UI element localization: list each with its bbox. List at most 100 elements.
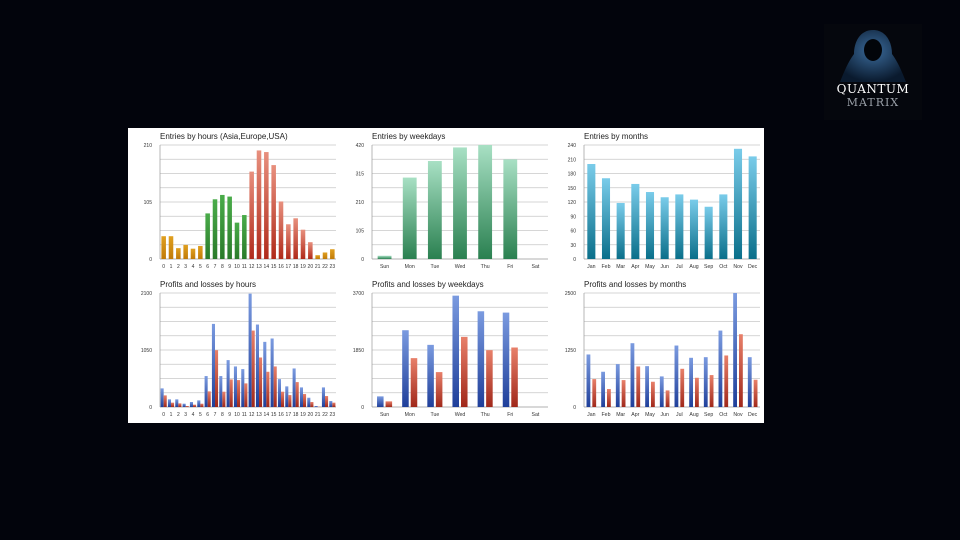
bar-loss-Dec bbox=[753, 379, 758, 407]
bar-loss-0 bbox=[163, 395, 167, 407]
y-tick-label: 420 bbox=[356, 143, 365, 149]
x-tick-label: Feb bbox=[602, 412, 611, 418]
bar-9 bbox=[227, 196, 232, 259]
x-tick-label: May bbox=[645, 412, 655, 418]
bar-profit-Oct bbox=[718, 330, 723, 407]
y-tick-label: 105 bbox=[356, 229, 365, 235]
x-tick-label: Jan bbox=[587, 412, 595, 418]
x-tick-label: 16 bbox=[278, 264, 284, 270]
x-tick-label: 1 bbox=[170, 264, 173, 270]
bar-loss-Sep bbox=[709, 375, 714, 407]
bar-loss-4 bbox=[193, 404, 197, 407]
bar-loss-16 bbox=[281, 391, 285, 407]
bar-May bbox=[645, 192, 655, 259]
bar-loss-Thu bbox=[486, 350, 493, 407]
x-tick-label: 10 bbox=[234, 412, 240, 418]
bar-Jun bbox=[660, 197, 669, 259]
chart-title: Entries by hours (Asia,Europe,USA) bbox=[160, 132, 288, 141]
bar-15 bbox=[271, 165, 276, 259]
bar-loss-Apr bbox=[636, 366, 641, 407]
bar-8 bbox=[220, 194, 225, 259]
bar-profit-16 bbox=[277, 379, 281, 407]
x-tick-label: 22 bbox=[322, 412, 328, 418]
x-tick-label: 12 bbox=[249, 264, 255, 270]
x-tick-label: 6 bbox=[206, 412, 209, 418]
y-tick-label: 0 bbox=[573, 405, 576, 411]
x-tick-label: Fri bbox=[507, 412, 513, 418]
y-tick-label: 0 bbox=[573, 257, 576, 263]
chart-pl-weekdays: Profits and losses by weekdays 0 1850 3700 S… bbox=[340, 276, 552, 424]
x-tick-label: Sat bbox=[532, 412, 540, 418]
bar-Mon bbox=[402, 177, 417, 259]
chart-pl-months: Profits and losses by months 0 1250 2500 Jan… bbox=[552, 276, 764, 424]
bar-loss-Sun bbox=[385, 401, 393, 407]
x-tick-label: Wed bbox=[455, 264, 466, 270]
bar-profit-10 bbox=[233, 366, 237, 407]
bar-profit-Jul bbox=[674, 345, 679, 407]
x-tick-label: Feb bbox=[602, 264, 611, 270]
bar-loss-17 bbox=[288, 395, 292, 407]
bar-loss-7 bbox=[215, 350, 219, 407]
bar-0 bbox=[161, 236, 166, 259]
x-tick-label: Jun bbox=[660, 412, 668, 418]
x-tick-label: 15 bbox=[271, 412, 277, 418]
logo-line2: MATRIX bbox=[846, 96, 900, 109]
bar-profit-Sep bbox=[703, 357, 708, 407]
bar-loss-19 bbox=[303, 394, 307, 407]
x-tick-label: Wed bbox=[455, 412, 466, 418]
x-tick-label: 0 bbox=[162, 412, 165, 418]
x-tick-label: Sun bbox=[380, 264, 389, 270]
bar-6 bbox=[205, 213, 210, 259]
y-tick-label: 2500 bbox=[565, 291, 576, 297]
logo: QUANTUM MATRIX bbox=[824, 24, 922, 120]
bar-Oct bbox=[719, 194, 728, 259]
bar-Wed bbox=[453, 147, 467, 259]
pl-weekdays-svg: Profits and losses by weekdays 0 1850 3700 S… bbox=[353, 280, 548, 418]
x-tick-label: 5 bbox=[199, 264, 202, 270]
y-tick-label: 90 bbox=[570, 214, 576, 220]
bar-profit-Dec bbox=[747, 357, 752, 407]
x-tick-label: 11 bbox=[242, 264, 247, 270]
x-tick-label: Tue bbox=[430, 264, 439, 270]
x-tick-label: Dec bbox=[748, 412, 758, 418]
bar-profit-13 bbox=[255, 324, 259, 407]
bar-7 bbox=[212, 199, 218, 259]
x-tick-label: 11 bbox=[242, 412, 247, 418]
chart-title: Profits and losses by hours bbox=[160, 280, 256, 289]
x-tick-label: 23 bbox=[330, 412, 336, 418]
bar-loss-May bbox=[651, 381, 655, 407]
bar-profit-18 bbox=[292, 368, 296, 407]
bar-19 bbox=[300, 229, 306, 259]
bar-profit-23 bbox=[329, 401, 333, 407]
x-tick-label: Oct bbox=[719, 412, 728, 418]
x-tick-label: 15 bbox=[271, 264, 277, 270]
y-tick-label: 0 bbox=[361, 405, 364, 411]
bar-profit-14 bbox=[263, 341, 267, 407]
x-tick-label: Tue bbox=[430, 412, 439, 418]
x-tick-label: Mar bbox=[616, 264, 625, 270]
bar-21 bbox=[315, 255, 320, 259]
x-tick-label: 16 bbox=[278, 412, 284, 418]
bar-profit-Jun bbox=[659, 376, 664, 407]
x-tick-label: Sun bbox=[380, 412, 389, 418]
x-tick-label: 18 bbox=[293, 412, 299, 418]
bar-loss-Mon bbox=[410, 358, 418, 407]
y-tick-label: 315 bbox=[356, 172, 365, 178]
bar-loss-Jun bbox=[665, 390, 670, 407]
bar-22 bbox=[322, 252, 328, 259]
x-tick-label: Aug bbox=[689, 264, 698, 270]
x-tick-label: Apr bbox=[631, 412, 639, 418]
bar-loss-Fri bbox=[511, 347, 518, 407]
bar-Mar bbox=[616, 202, 625, 259]
y-tick-label: 240 bbox=[568, 143, 577, 149]
chart-pl-hours: Profits and losses by hours 0 1050 2100 0 1 2 3… bbox=[128, 276, 340, 424]
bar-loss-11 bbox=[244, 383, 248, 407]
x-tick-label: 18 bbox=[293, 264, 299, 270]
x-tick-label: 7 bbox=[214, 412, 217, 418]
logo-line1: QUANTUM bbox=[836, 82, 910, 96]
hooded-figure-icon bbox=[840, 30, 906, 82]
bar-Apr bbox=[631, 183, 640, 259]
x-tick-label: 2 bbox=[177, 264, 180, 270]
bar-loss-8 bbox=[222, 391, 226, 407]
y-tick-label: 105 bbox=[144, 200, 153, 206]
